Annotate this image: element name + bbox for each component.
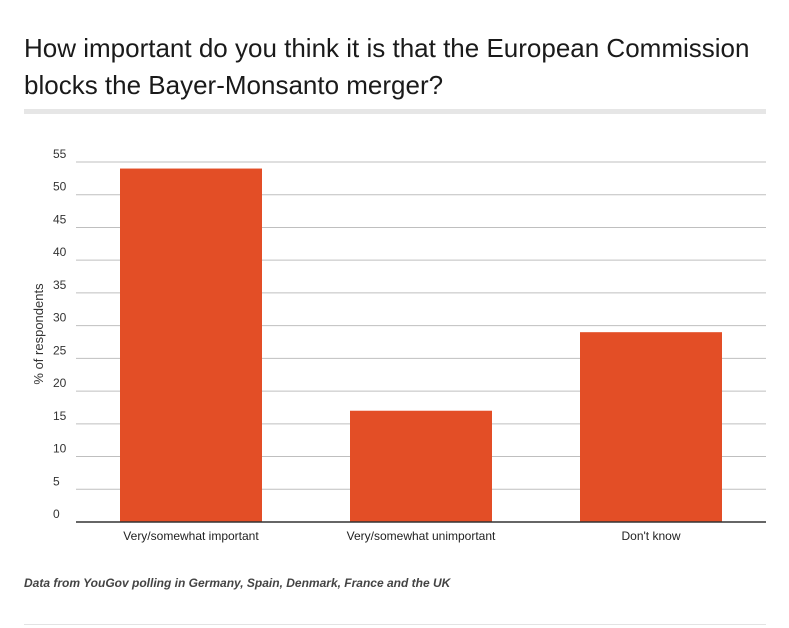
bar-chart: % of respondents 0510152025303540455055 … [31,147,766,543]
y-axis-title: % of respondents [31,283,46,385]
y-tick-label: 30 [53,311,67,325]
source-note: Data from YouGov polling in Germany, Spa… [24,576,451,590]
y-tick-label: 40 [53,245,67,259]
footer-divider [24,624,766,625]
y-tick-label: 10 [53,442,67,456]
title-divider [24,109,766,114]
bar [580,332,722,522]
y-tick-label: 50 [53,180,67,194]
x-category-label: Don't know [622,529,681,543]
x-category-label: Very/somewhat unimportant [347,529,496,543]
bar [120,168,262,522]
y-tick-label: 55 [53,147,67,161]
y-tick-label: 35 [53,278,67,292]
y-tick-label: 5 [53,474,60,488]
y-tick-label: 45 [53,212,67,226]
chart-title: How important do you think it is that th… [24,33,750,100]
y-tick-label: 15 [53,409,67,423]
x-category-label: Very/somewhat important [123,529,259,543]
y-tick-label: 25 [53,343,67,357]
y-tick-label: 20 [53,376,67,390]
bar [350,410,492,522]
y-tick-label: 0 [53,507,60,521]
